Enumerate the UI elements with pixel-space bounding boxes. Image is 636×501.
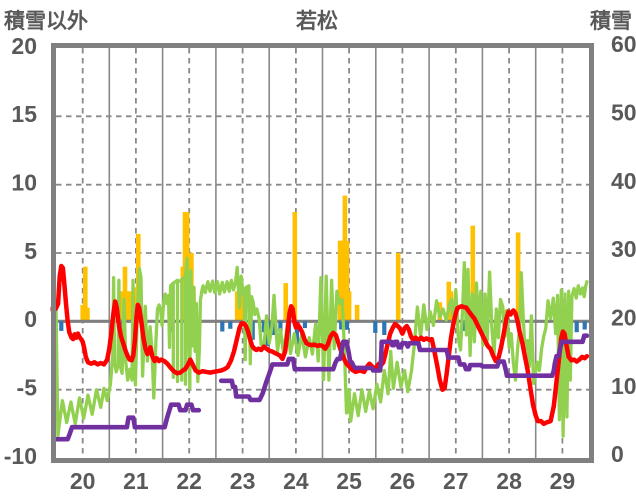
svg-text:40: 40 <box>611 168 636 194</box>
svg-text:20: 20 <box>70 468 96 494</box>
svg-text:-5: -5 <box>17 375 38 401</box>
svg-text:30: 30 <box>611 236 636 262</box>
svg-text:0: 0 <box>611 441 624 467</box>
svg-text:20: 20 <box>611 305 636 331</box>
svg-text:20: 20 <box>11 33 37 59</box>
svg-text:21: 21 <box>123 468 149 494</box>
svg-text:15: 15 <box>11 101 37 127</box>
svg-text:10: 10 <box>11 170 37 196</box>
svg-text:若松: 若松 <box>295 9 338 33</box>
svg-text:積雪以外: 積雪以外 <box>4 9 88 33</box>
svg-text:-10: -10 <box>4 443 37 469</box>
svg-text:25: 25 <box>336 468 362 494</box>
svg-text:24: 24 <box>283 468 309 494</box>
svg-text:5: 5 <box>24 238 37 264</box>
svg-text:積雪: 積雪 <box>590 10 632 33</box>
svg-text:23: 23 <box>230 468 256 494</box>
svg-text:0: 0 <box>24 306 37 332</box>
svg-text:60: 60 <box>611 31 636 57</box>
svg-text:29: 29 <box>550 468 576 494</box>
svg-text:10: 10 <box>611 373 636 399</box>
svg-text:27: 27 <box>443 468 469 494</box>
svg-text:22: 22 <box>176 468 202 494</box>
svg-text:28: 28 <box>496 468 522 494</box>
svg-text:26: 26 <box>390 468 416 494</box>
svg-text:50: 50 <box>611 100 636 126</box>
